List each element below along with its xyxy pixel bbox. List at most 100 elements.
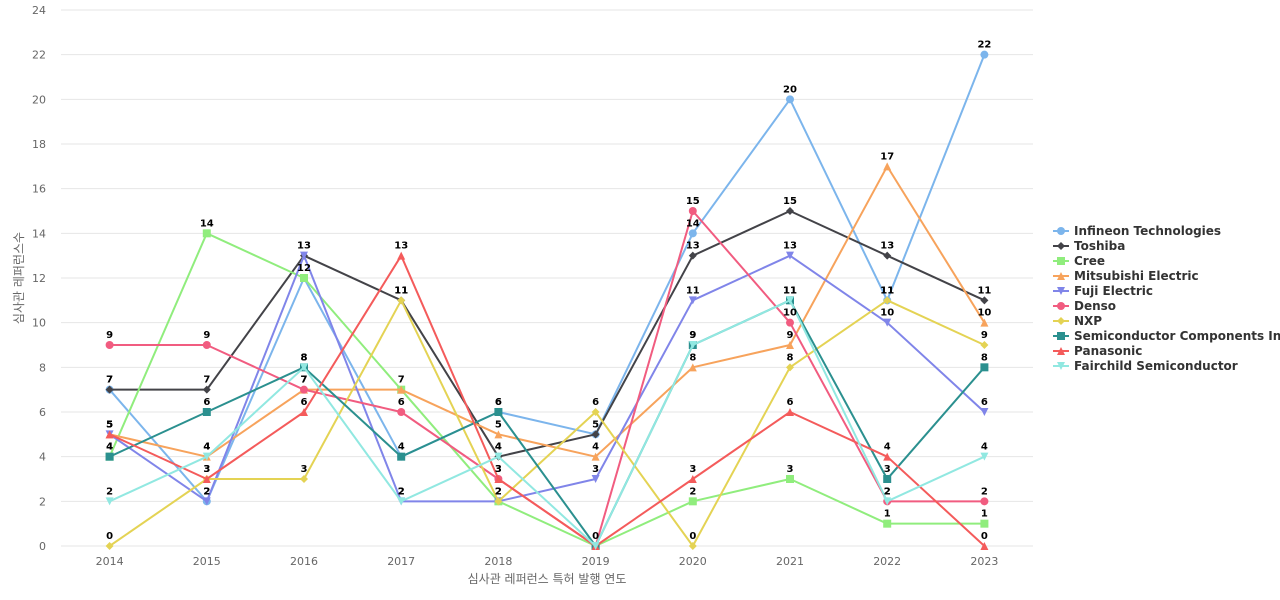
data-point[interactable]	[786, 251, 794, 260]
data-point[interactable]	[105, 430, 114, 439]
data-point[interactable]	[105, 542, 114, 550]
data-point[interactable]	[688, 251, 697, 260]
series-panasonic	[105, 251, 989, 550]
data-point[interactable]	[397, 385, 406, 394]
data-point[interactable]	[300, 251, 308, 260]
data-point[interactable]	[786, 95, 794, 104]
data-point[interactable]	[105, 385, 114, 394]
data-point[interactable]	[202, 497, 211, 506]
data-point[interactable]	[786, 296, 794, 305]
data-point[interactable]	[980, 542, 989, 550]
data-point[interactable]	[883, 251, 892, 260]
data-label: 2	[398, 486, 405, 497]
data-label: 15	[783, 196, 797, 207]
data-point[interactable]	[688, 296, 697, 305]
data-point[interactable]	[300, 274, 308, 282]
data-point[interactable]	[494, 408, 503, 416]
data-point[interactable]	[300, 363, 308, 372]
data-point[interactable]	[397, 452, 406, 461]
data-point[interactable]	[105, 452, 114, 461]
legend-item-toshiba[interactable]: Toshiba	[1053, 239, 1125, 253]
data-point[interactable]	[980, 318, 989, 327]
data-point[interactable]	[397, 408, 406, 416]
data-point[interactable]	[786, 207, 794, 215]
data-label: 2	[398, 486, 405, 497]
data-point[interactable]	[786, 318, 794, 327]
data-point[interactable]	[591, 542, 600, 550]
data-point[interactable]	[591, 430, 600, 439]
legend-item-nxp[interactable]: NXP	[1053, 314, 1102, 328]
data-point[interactable]	[202, 229, 211, 238]
data-label: 11	[783, 285, 797, 296]
data-point[interactable]	[688, 542, 697, 550]
data-point[interactable]	[980, 341, 989, 349]
legend-item-cree[interactable]: Cree	[1053, 254, 1105, 268]
data-label: 10	[783, 308, 797, 319]
legend-item-fairchild-semiconductor[interactable]: Fairchild Semiconductor	[1053, 359, 1238, 373]
data-point[interactable]	[883, 452, 892, 461]
data-point[interactable]	[883, 475, 892, 483]
data-label: 3	[301, 464, 308, 475]
data-point[interactable]	[688, 207, 697, 215]
data-point[interactable]	[202, 408, 211, 416]
data-point[interactable]	[300, 385, 308, 394]
y-tick-label: 12	[32, 272, 46, 285]
data-point[interactable]	[494, 497, 503, 506]
data-point[interactable]	[494, 430, 503, 439]
data-point[interactable]	[786, 341, 794, 349]
data-point[interactable]	[105, 341, 114, 349]
data-point[interactable]	[883, 318, 892, 327]
data-point[interactable]	[300, 475, 308, 483]
data-point[interactable]	[688, 229, 697, 238]
data-point[interactable]	[786, 363, 794, 372]
legend-item-panasonic[interactable]: Panasonic	[1053, 344, 1142, 358]
data-point[interactable]	[688, 363, 697, 372]
data-point[interactable]	[980, 452, 989, 461]
data-point[interactable]	[980, 50, 989, 59]
data-point[interactable]	[980, 363, 989, 372]
data-point[interactable]	[688, 475, 697, 483]
data-point[interactable]	[980, 296, 989, 305]
data-label: 9	[981, 330, 988, 341]
data-point[interactable]	[883, 296, 892, 305]
legend-label: Fairchild Semiconductor	[1074, 359, 1238, 373]
data-point[interactable]	[883, 497, 892, 506]
data-point[interactable]	[980, 408, 989, 416]
data-point[interactable]	[397, 497, 406, 506]
data-point[interactable]	[202, 475, 211, 483]
data-point[interactable]	[786, 408, 794, 416]
data-point[interactable]	[397, 296, 406, 305]
data-point[interactable]	[883, 519, 892, 528]
data-point[interactable]	[883, 162, 892, 171]
data-point[interactable]	[397, 251, 406, 260]
data-point[interactable]	[688, 497, 697, 506]
data-point[interactable]	[591, 408, 600, 416]
data-label: 9	[203, 330, 210, 341]
y-tick-label: 20	[32, 93, 46, 106]
legend-item-fuji-electric[interactable]: Fuji Electric	[1053, 284, 1153, 298]
legend-item-mitsubishi-electric[interactable]: Mitsubishi Electric	[1053, 269, 1199, 283]
data-point[interactable]	[494, 452, 503, 461]
legend-item-semiconductor-components-in[interactable]: Semiconductor Components In...	[1053, 329, 1280, 343]
data-point[interactable]	[105, 497, 114, 506]
data-label: 6	[592, 397, 599, 408]
data-label: 4	[884, 442, 891, 453]
data-point[interactable]	[980, 519, 989, 528]
data-point[interactable]	[591, 452, 600, 461]
data-label: 3	[884, 464, 891, 475]
data-point[interactable]	[591, 475, 600, 483]
data-point[interactable]	[202, 452, 211, 461]
data-point[interactable]	[980, 497, 989, 506]
data-point[interactable]	[202, 385, 211, 394]
data-point[interactable]	[202, 341, 211, 349]
data-point[interactable]	[300, 408, 308, 416]
data-point[interactable]	[494, 475, 503, 483]
data-point[interactable]	[688, 341, 697, 349]
legend-item-infineon-technologies[interactable]: Infineon Technologies	[1053, 224, 1221, 238]
legend-item-denso[interactable]: Denso	[1053, 299, 1116, 313]
data-label: 10	[977, 308, 991, 319]
data-point[interactable]	[786, 475, 794, 483]
series-line-semiconductor-components-in	[109, 299, 986, 547]
